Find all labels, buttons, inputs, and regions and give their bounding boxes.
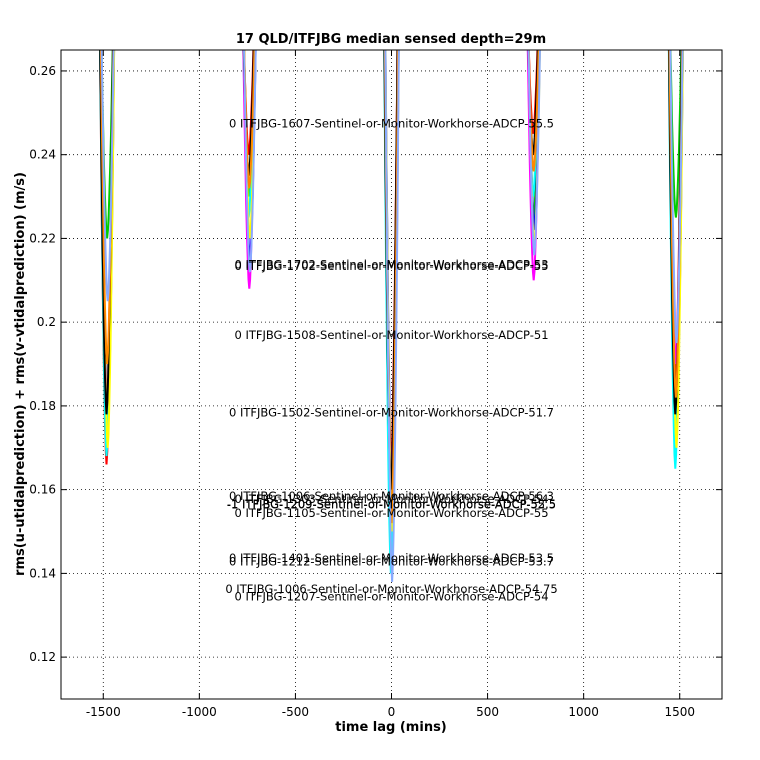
- series-line-7: [99, 50, 684, 524]
- x-tick-label: -500: [282, 705, 309, 719]
- annotation-label: 0 ITFJBG-1702-Sentinel-or-Monitor-Workho…: [234, 258, 548, 272]
- annotation-label: 0 ITFJBG-1006-Sentinel-or-Monitor-Workho…: [225, 582, 557, 596]
- annotation-label: 0 ITFJBG-1207-Sentinel-or-Monitor-Workho…: [234, 590, 548, 604]
- x-tick-label: 1500: [664, 705, 695, 719]
- x-tick-label: -1000: [182, 705, 217, 719]
- annotation-label: 0 ITFJBG-1105-Sentinel-or-Monitor-Workho…: [234, 506, 548, 520]
- y-tick-label: 0.12: [29, 650, 56, 664]
- x-tick-label: -1500: [86, 705, 121, 719]
- y-tick-label: 0.22: [29, 231, 56, 245]
- y-tick-label: 0.26: [29, 64, 56, 78]
- series-line-5: [100, 50, 684, 532]
- chart-title: 17 QLD/ITFJBG median sensed depth=29m: [236, 32, 546, 47]
- annotation-label: 0 ITFJBG-1607-Sentinel-or-Monitor-Workho…: [229, 116, 554, 130]
- y-tick-label: 0.18: [29, 399, 56, 413]
- x-axis-label: time lag (mins): [335, 720, 447, 735]
- axis-ticks: -1500 -1000 -500 0 500 1000 1500 0.12 0.14 0.16 0.…: [29, 50, 722, 719]
- annotation-label: 0 ITFJBG-1502-Sentinel-or-Monitor-Workho…: [229, 405, 554, 419]
- annotation-label: -1 ITFJBG-1209-Sentinel-or-Monitor-Workh…: [227, 497, 556, 511]
- x-tick-label: 500: [476, 705, 499, 719]
- y-tick-label: 0.24: [29, 148, 56, 162]
- x-tick-label: 0: [388, 705, 396, 719]
- annotation-label: 0 ITFJBG-1006-Sentinel-or-Monitor-Workho…: [229, 489, 554, 503]
- annotation-label: 0 ITFJBG-1508-Sentinel-or-Monitor-Workho…: [234, 328, 548, 342]
- annotation-label: 0 ITFJBG-1401-Sentinel-or-Monitor-Workho…: [229, 551, 554, 565]
- series-line-8: [100, 50, 684, 582]
- annotation-label: -1 ITFJBG-1209-Sentinel-or-Monitor-Workh…: [227, 497, 556, 511]
- annotations: 0 ITFJBG-1607-Sentinel-or-Monitor-Workho…: [225, 116, 557, 603]
- annotation-label: 0 ITFJBG-1702-Sentinel-or-Monitor-Workho…: [234, 259, 548, 273]
- y-axis-label: rms(u-utidalprediction) + rms(v-vtidalpr…: [13, 172, 28, 576]
- x-tick-label: 1000: [568, 705, 599, 719]
- annotation-label: 0 ITFJBG-1212-Sentinel-or-Monitor-Workho…: [229, 554, 554, 568]
- y-tick-label: 0.14: [29, 566, 56, 580]
- y-tick-label: 0.16: [29, 483, 56, 497]
- y-tick-label: 0.2: [37, 315, 56, 329]
- annotation-label: 0 ITFJBG-1303-Sentinel-or-Monitor-Workho…: [234, 492, 548, 506]
- series-lines: [99, 50, 684, 582]
